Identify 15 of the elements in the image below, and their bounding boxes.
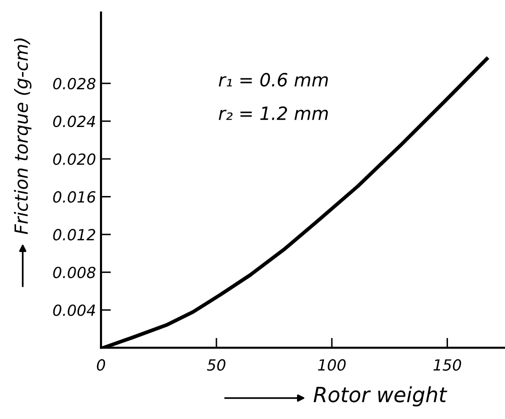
x-tick-label: 0 <box>96 359 106 371</box>
y-tick-label: 0.008 <box>53 266 96 278</box>
x-tick-label: 50 <box>207 359 226 371</box>
y-tick-label: 0.004 <box>53 304 96 316</box>
y-tick-label: 0.012 <box>53 228 96 240</box>
x-axis-title: Rotor weight <box>314 386 448 406</box>
y-axis-title: Friction torque (g-cm) <box>14 38 32 234</box>
y-tick-label: 0.028 <box>53 78 96 90</box>
y-tick-label: 0.020 <box>53 153 96 165</box>
y-tick-label: 0.016 <box>53 191 96 203</box>
annotation: r₁ = 0.6 mm <box>218 72 328 87</box>
x-tick-label: 100 <box>318 359 346 371</box>
x-tick-label: 150 <box>433 359 462 371</box>
annotation: r₂ = 1.2 mm <box>218 106 328 120</box>
y-tick-label: 0.024 <box>53 116 96 128</box>
